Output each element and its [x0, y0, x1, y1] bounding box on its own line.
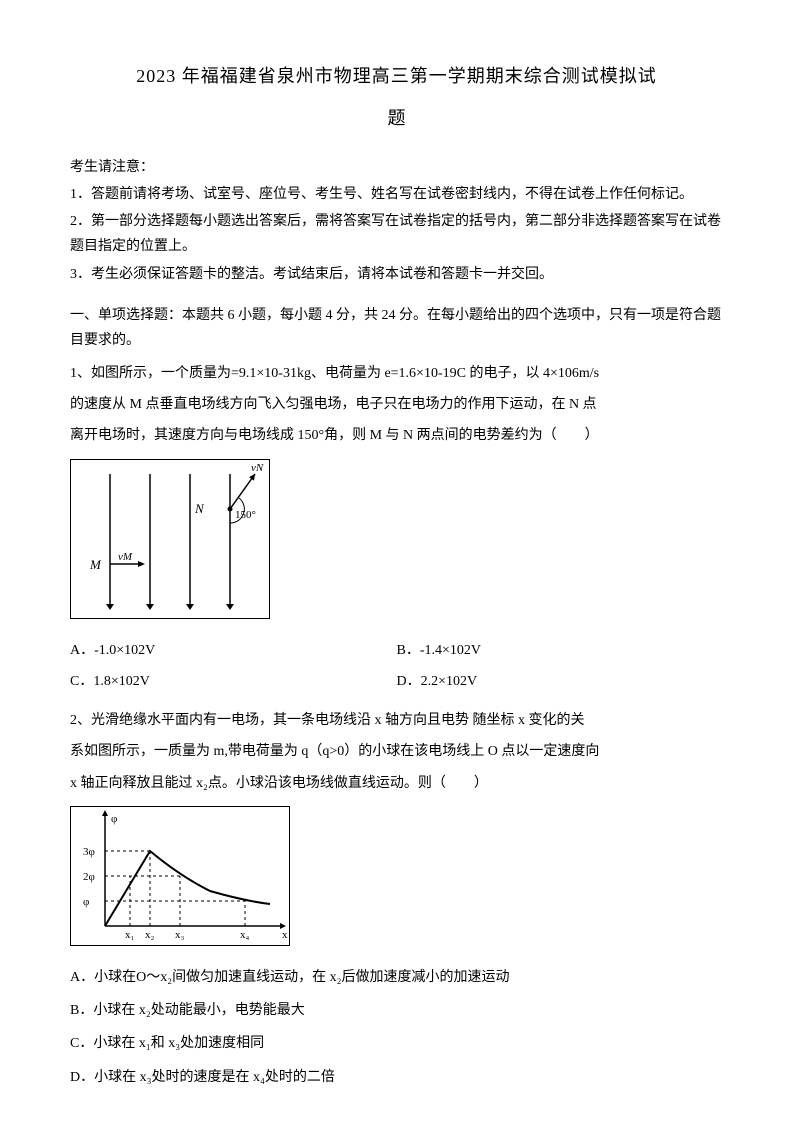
q1-option-a: A．-1.0×102V: [70, 638, 397, 663]
q2-option-d: D．小球在 x₃处时的速度是在 x₄处时的二倍: [70, 1065, 723, 1090]
q2-option-b: B．小球在 x₂处动能最小，电势能最大: [70, 998, 723, 1023]
q2-text-p3: x 轴正向释放且能过 x₂点。小球沿该电场线做直线运动。则（ ）: [70, 771, 723, 796]
q1-option-d: D．2.2×102V: [397, 669, 724, 694]
title-line-1: 2023 年福福建省泉州市物理高三第一学期期末综合测试模拟试: [70, 60, 723, 92]
svg-text:M: M: [89, 557, 102, 572]
svg-text:vN: vN: [251, 462, 264, 474]
svg-text:N: N: [194, 501, 205, 516]
q2-text-p2: 系如图所示，一质量为 m,带电荷量为 q（q>0）的小球在该电场线上 O 点以一…: [70, 739, 723, 764]
q1-text-p2: 的速度从 M 点垂直电场线方向飞入匀强电场，电子只在电场力的作用下运动，在 N …: [70, 392, 723, 417]
svg-text:x₄: x₄: [240, 929, 250, 941]
instructions-heading: 考生请注意：: [70, 155, 723, 180]
svg-text:vM: vM: [118, 551, 133, 563]
instruction-3: 3．考生必须保证答题卡的整洁。考试结束后，请将本试卷和答题卡一并交回。: [70, 262, 723, 287]
svg-text:x₃: x₃: [175, 929, 185, 941]
svg-text:150°: 150°: [235, 509, 256, 521]
title-line-2: 题: [70, 102, 723, 134]
section-1-heading: 一、单项选择题：本题共 6 小题，每小题 4 分，共 24 分。在每小题给出的四…: [70, 303, 723, 353]
q2-chart-svg: x φ φ 2φ 3φ x₁ x₂ x₃ x₄: [70, 806, 290, 946]
q1-option-b: B．-1.4×102V: [397, 638, 724, 663]
instruction-1: 1．答题前请将考场、试室号、座位号、考生号、姓名写在试卷密封线内，不得在试卷上作…: [70, 182, 723, 207]
q2-figure: x φ φ 2φ 3φ x₁ x₂ x₃ x₄: [70, 806, 723, 955]
svg-text:2φ: 2φ: [83, 871, 95, 883]
svg-text:x₁: x₁: [125, 929, 135, 941]
q1-text-p3: 离开电场时，其速度方向与电场线成 150°角，则 M 与 N 两点间的电势差约为…: [70, 423, 723, 448]
svg-text:x: x: [282, 929, 288, 941]
svg-text:3φ: 3φ: [83, 846, 95, 858]
svg-text:φ: φ: [111, 813, 117, 825]
q1-text-p1: 1、如图所示，一个质量为=9.1×10-31kg、电荷量为 e=1.6×10-1…: [70, 361, 723, 386]
q1-diagram-svg: MvM NvN 150°: [70, 459, 270, 619]
q1-figure: MvM NvN 150°: [70, 459, 723, 628]
svg-text:x₂: x₂: [145, 929, 155, 941]
q1-option-c: C．1.8×102V: [70, 669, 397, 694]
instruction-2: 2．第一部分选择题每小题选出答案后，需将答案写在试卷指定的括号内，第二部分非选择…: [70, 209, 723, 259]
q1-options: A．-1.0×102V B．-1.4×102V C．1.8×102V D．2.2…: [70, 638, 723, 700]
q2-text-p1: 2、光滑绝缘水平面内有一电场，其一条电场线沿 x 轴方向且电势 随坐标 x 变化…: [70, 708, 723, 733]
q2-option-c: C．小球在 x₁和 x₃处加速度相同: [70, 1031, 723, 1056]
q2-option-a: A．小球在O～x₂间做匀加速直线运动，在 x₂后做加速度减小的加速运动: [70, 965, 723, 990]
svg-text:φ: φ: [83, 896, 89, 908]
